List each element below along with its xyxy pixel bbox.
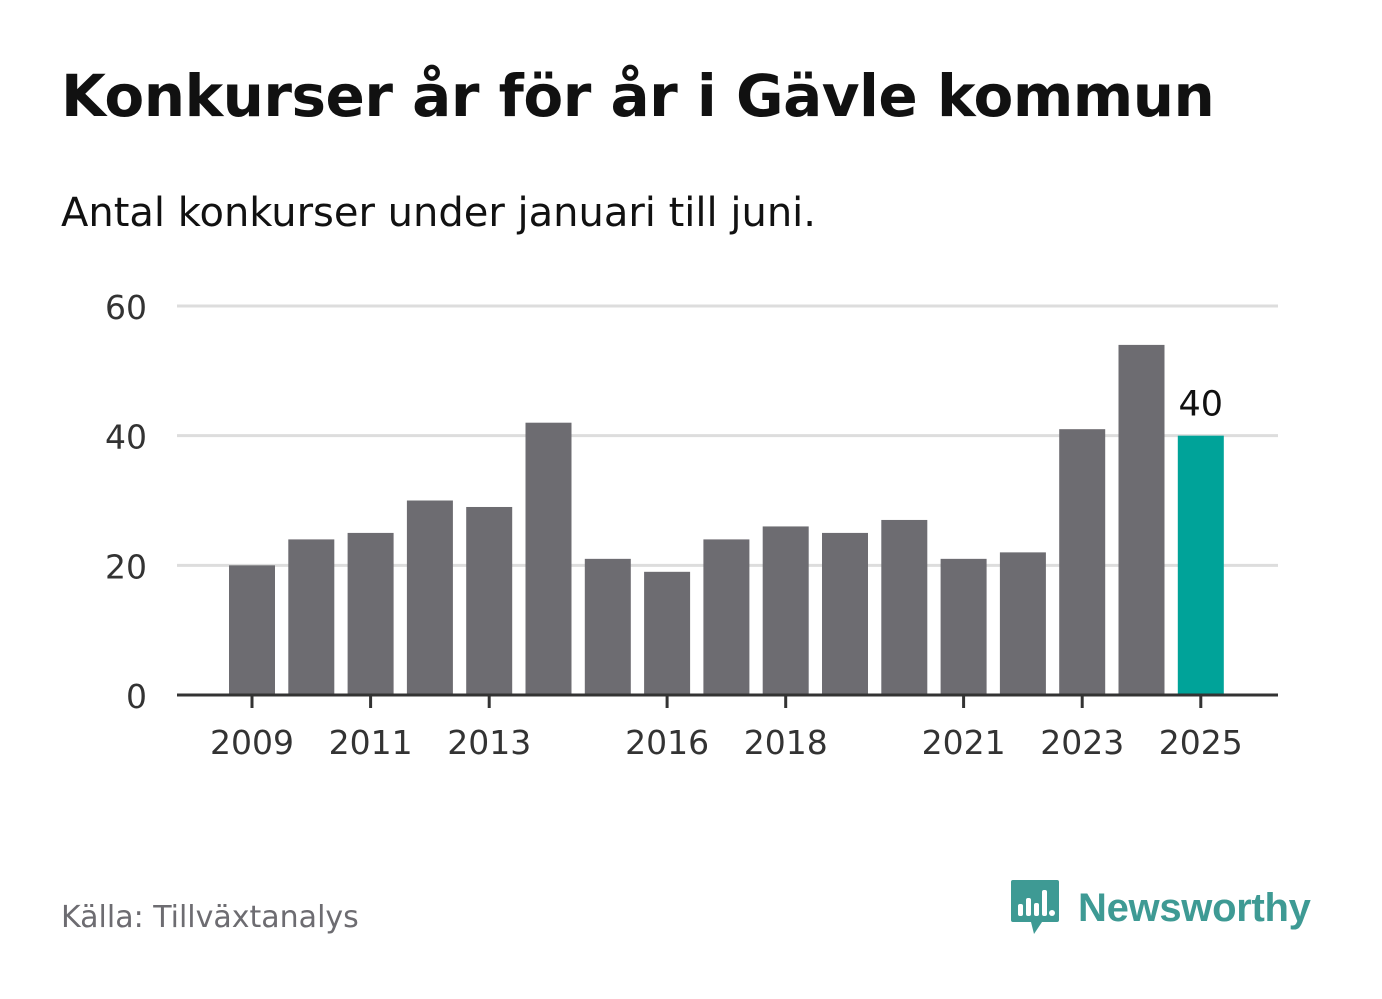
data-labels: 40 (1179, 385, 1224, 425)
y-tick-label: 60 (105, 288, 147, 327)
x-tick-label: 2013 (447, 723, 531, 762)
y-axis-ticks: 0 20 40 60 (105, 288, 147, 716)
y-tick-label: 40 (105, 418, 147, 457)
brand-name: Newsworthy (1078, 885, 1311, 930)
x-tick-label: 2021 (922, 723, 1006, 762)
bar-2023 (1059, 429, 1106, 695)
x-tick-label: 2011 (329, 723, 413, 762)
bar-2025 (1177, 435, 1224, 695)
bar-2020 (881, 519, 928, 695)
x-tick-label: 2009 (210, 723, 294, 762)
bar-2015 (584, 558, 631, 695)
bar-2012 (406, 500, 453, 695)
bar-2024 (1118, 344, 1165, 695)
brand-logo[interactable]: Newsworthy (1010, 878, 1311, 938)
bar-chart: 0 20 40 60 2009 2011 2013 2016 2018 2021 2023 2025… (105, 288, 1278, 762)
bar-2013 (466, 506, 513, 695)
bar-2009 (229, 565, 275, 695)
bars (229, 344, 1224, 695)
newsworthy-chart-bubble-icon (1011, 880, 1059, 934)
x-axis-ticks: 2009 2011 2013 2016 2018 2021 2023 2025 (210, 695, 1243, 762)
bar-2014 (525, 422, 572, 695)
bar-2018 (762, 526, 809, 695)
bar-2016 (644, 571, 691, 695)
grid-lines (177, 304, 1278, 567)
x-tick-label: 2023 (1040, 723, 1124, 762)
bar-2019 (822, 532, 868, 695)
bar-2017 (703, 539, 750, 695)
x-tick-label: 2025 (1159, 723, 1243, 762)
bar-2011 (347, 532, 394, 695)
bar-2022 (999, 552, 1046, 695)
bar-2010 (288, 539, 335, 695)
data-label-2025: 40 (1179, 385, 1224, 425)
y-tick-label: 20 (105, 547, 147, 586)
source-note: Källa: Tillväxtanalys (61, 900, 359, 935)
chart-title: Konkurser år för år i Gävle kommun (61, 62, 1215, 130)
chart-subtitle: Antal konkurser under januari till juni. (61, 190, 816, 236)
y-tick-label: 0 (126, 677, 147, 716)
x-tick-label: 2016 (625, 723, 709, 762)
bar-2021 (940, 558, 987, 695)
x-tick-label: 2018 (744, 723, 828, 762)
